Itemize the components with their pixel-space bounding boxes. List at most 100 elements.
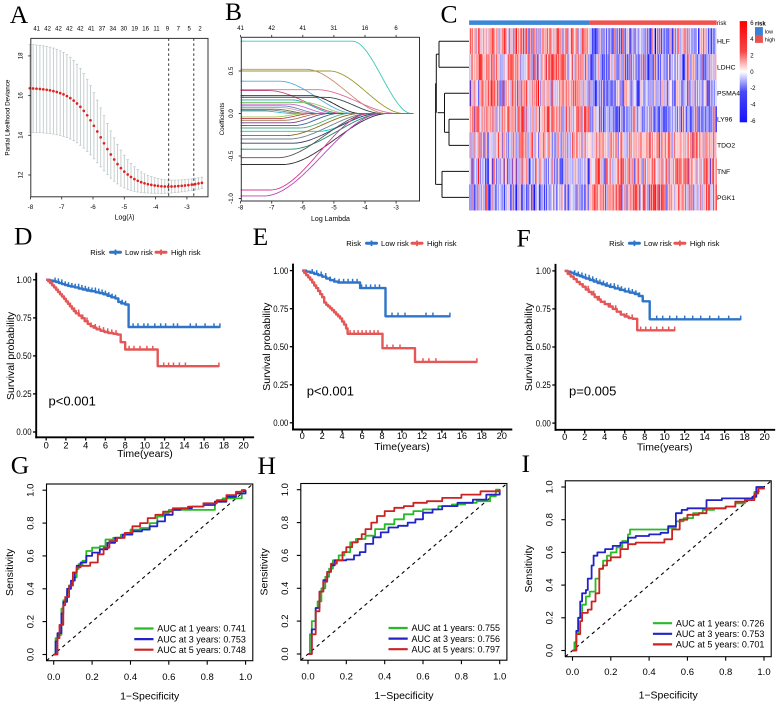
svg-text:High risk: High risk xyxy=(690,239,720,248)
svg-text:0.0: 0.0 xyxy=(26,648,37,661)
svg-text:18: 18 xyxy=(18,52,25,59)
svg-text:p<0.001: p<0.001 xyxy=(307,384,354,399)
svg-text:-3: -3 xyxy=(184,204,190,211)
svg-text:-4: -4 xyxy=(362,205,368,212)
svg-text:high: high xyxy=(765,38,775,44)
svg-text:0.4: 0.4 xyxy=(545,578,556,591)
svg-text:AUC at 5 years: 0.748: AUC at 5 years: 0.748 xyxy=(157,645,246,655)
svg-text:0.6: 0.6 xyxy=(545,546,556,559)
svg-text:20: 20 xyxy=(238,441,248,451)
svg-text:1−Specificity: 1−Specificity xyxy=(120,691,180,703)
svg-text:Low risk: Low risk xyxy=(381,239,409,248)
svg-text:31: 31 xyxy=(331,26,338,32)
svg-text:AUC at 3 years: 0.753: AUC at 3 years: 0.753 xyxy=(676,629,765,639)
svg-text:I: I xyxy=(522,449,531,478)
svg-text:p<0.001: p<0.001 xyxy=(49,394,96,409)
svg-text:0: 0 xyxy=(300,431,305,441)
svg-text:42: 42 xyxy=(66,27,73,33)
svg-text:10: 10 xyxy=(140,441,150,451)
svg-text:4: 4 xyxy=(750,37,754,43)
svg-text:0.8: 0.8 xyxy=(545,513,556,526)
svg-text:0.25: 0.25 xyxy=(536,380,551,390)
svg-text:4: 4 xyxy=(83,441,88,451)
svg-text:0.6: 0.6 xyxy=(26,549,37,562)
svg-text:12: 12 xyxy=(680,432,690,442)
svg-text:41: 41 xyxy=(237,26,244,32)
svg-text:16: 16 xyxy=(720,432,730,442)
svg-text:-4: -4 xyxy=(153,204,159,211)
svg-text:0.2: 0.2 xyxy=(340,672,353,683)
svg-text:-5: -5 xyxy=(122,204,128,211)
svg-text:0.4: 0.4 xyxy=(26,582,37,595)
svg-text:-6: -6 xyxy=(300,205,306,212)
svg-text:Sensitivity: Sensitivity xyxy=(259,548,271,596)
svg-text:1−Specificity: 1−Specificity xyxy=(374,690,434,702)
svg-text:2: 2 xyxy=(198,27,202,33)
svg-text:G: G xyxy=(11,451,29,480)
svg-text:Low risk: Low risk xyxy=(125,248,153,257)
svg-text:0.8: 0.8 xyxy=(201,672,214,683)
svg-text:Survival probability: Survival probability xyxy=(523,302,535,391)
svg-text:0.25: 0.25 xyxy=(273,380,288,390)
svg-text:LY96: LY96 xyxy=(717,117,733,124)
svg-text:TDO2: TDO2 xyxy=(717,143,735,150)
svg-text:-6: -6 xyxy=(750,119,756,125)
svg-text:12: 12 xyxy=(159,441,169,451)
svg-text:low: low xyxy=(765,30,773,36)
svg-text:PSMA4: PSMA4 xyxy=(717,91,740,98)
svg-text:Sensitivity: Sensitivity xyxy=(523,544,535,592)
svg-text:16: 16 xyxy=(142,27,149,33)
svg-text:1.0: 1.0 xyxy=(493,672,506,683)
svg-text:1−Specificity: 1−Specificity xyxy=(639,689,699,701)
svg-text:H: H xyxy=(258,451,276,480)
svg-text:2: 2 xyxy=(582,432,587,442)
svg-text:0.5: 0.5 xyxy=(228,66,235,75)
svg-text:-4: -4 xyxy=(750,103,756,109)
svg-text:2: 2 xyxy=(320,431,325,441)
svg-text:41: 41 xyxy=(88,27,95,33)
svg-text:AUC at 1 years: 0.755: AUC at 1 years: 0.755 xyxy=(412,623,501,633)
svg-text:Low risk: Low risk xyxy=(644,239,672,248)
svg-text:0.2: 0.2 xyxy=(26,615,37,628)
svg-text:1.0: 1.0 xyxy=(239,672,252,683)
svg-text:12: 12 xyxy=(18,171,25,178)
svg-text:Risk: Risk xyxy=(90,248,105,257)
svg-text:8: 8 xyxy=(642,432,647,442)
svg-text:0.0: 0.0 xyxy=(545,644,556,657)
svg-text:0.6: 0.6 xyxy=(162,672,175,683)
svg-text:0.2: 0.2 xyxy=(604,667,617,678)
svg-text:C: C xyxy=(441,0,458,29)
svg-text:0.2: 0.2 xyxy=(280,614,291,627)
svg-text:0.0: 0.0 xyxy=(566,667,579,678)
svg-text:HLF: HLF xyxy=(717,39,730,46)
svg-text:0.00: 0.00 xyxy=(536,418,551,428)
svg-text:Risk: Risk xyxy=(609,239,624,248)
svg-text:-7: -7 xyxy=(59,204,65,211)
svg-text:0.8: 0.8 xyxy=(719,667,732,678)
svg-text:Risk: Risk xyxy=(346,239,361,248)
svg-text:Time(years): Time(years) xyxy=(637,442,693,454)
svg-text:AUC at 1 years: 0.741: AUC at 1 years: 0.741 xyxy=(157,624,246,634)
svg-text:-3: -3 xyxy=(393,205,399,212)
svg-text:0.8: 0.8 xyxy=(26,516,37,529)
svg-text:10: 10 xyxy=(660,432,670,442)
svg-text:6: 6 xyxy=(394,26,398,32)
svg-text:1.0: 1.0 xyxy=(280,483,291,496)
svg-text:0.4: 0.4 xyxy=(124,672,137,683)
svg-text:0.6: 0.6 xyxy=(416,672,429,683)
svg-text:LDHC: LDHC xyxy=(717,65,736,72)
svg-text:0.50: 0.50 xyxy=(16,351,31,361)
svg-text:0.00: 0.00 xyxy=(16,427,31,437)
svg-text:-2: -2 xyxy=(750,86,756,92)
svg-text:12: 12 xyxy=(417,431,427,441)
svg-text:PGK1: PGK1 xyxy=(717,195,735,202)
svg-text:16: 16 xyxy=(199,441,209,451)
svg-text:Survival probability: Survival probability xyxy=(5,311,17,400)
svg-text:20: 20 xyxy=(760,432,770,442)
svg-text:41: 41 xyxy=(299,26,306,32)
svg-text:6: 6 xyxy=(622,432,627,442)
svg-text:Log Lambda: Log Lambda xyxy=(311,216,350,223)
svg-text:18: 18 xyxy=(477,431,487,441)
svg-text:0.50: 0.50 xyxy=(536,342,551,352)
svg-text:0.6: 0.6 xyxy=(280,549,291,562)
